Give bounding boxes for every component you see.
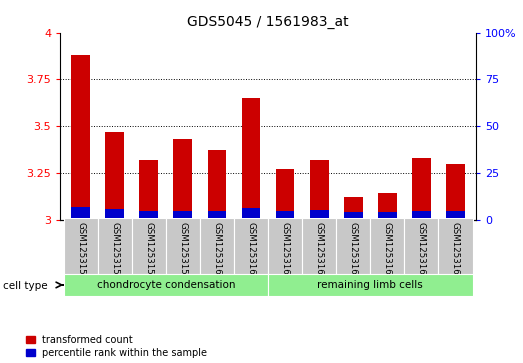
Bar	[370, 218, 404, 274]
Text: GSM1253162: GSM1253162	[280, 222, 290, 281]
Bar	[64, 218, 98, 274]
Bar	[344, 197, 362, 220]
Bar	[378, 212, 396, 220]
Text: GSM1253156: GSM1253156	[76, 222, 85, 281]
Bar	[174, 211, 192, 220]
Bar	[310, 160, 328, 220]
Bar	[105, 209, 124, 220]
Bar	[404, 218, 438, 274]
Text: GSM1253159: GSM1253159	[178, 222, 187, 281]
Bar	[242, 98, 260, 220]
Bar	[276, 211, 294, 220]
Text: GSM1253165: GSM1253165	[383, 222, 392, 281]
Text: GSM1253163: GSM1253163	[315, 222, 324, 281]
Bar	[412, 158, 431, 220]
Bar	[98, 218, 132, 274]
Bar	[71, 55, 90, 220]
Bar	[242, 208, 260, 220]
Bar	[336, 218, 370, 274]
Bar	[71, 208, 90, 220]
Text: GSM1253158: GSM1253158	[144, 222, 153, 281]
Bar	[140, 160, 158, 220]
Bar	[302, 218, 336, 274]
Bar	[446, 164, 465, 220]
Bar	[140, 211, 158, 220]
Text: GSM1253167: GSM1253167	[451, 222, 460, 281]
Bar	[234, 218, 268, 274]
Bar	[208, 211, 226, 220]
Bar	[64, 274, 268, 296]
Bar	[268, 218, 302, 274]
Text: GSM1253157: GSM1253157	[110, 222, 119, 281]
Bar	[310, 210, 328, 220]
Bar	[378, 193, 396, 220]
Text: GSM1253164: GSM1253164	[349, 222, 358, 281]
Legend: transformed count, percentile rank within the sample: transformed count, percentile rank withi…	[26, 335, 207, 358]
Title: GDS5045 / 1561983_at: GDS5045 / 1561983_at	[187, 15, 349, 29]
Bar	[268, 274, 472, 296]
Text: GSM1253161: GSM1253161	[246, 222, 256, 281]
Text: cell type: cell type	[3, 281, 47, 291]
Text: chondrocyte condensation: chondrocyte condensation	[97, 280, 235, 290]
Bar	[344, 212, 362, 220]
Text: GSM1253160: GSM1253160	[212, 222, 221, 281]
Bar	[208, 150, 226, 220]
Bar	[438, 218, 472, 274]
Bar	[412, 211, 431, 220]
Bar	[166, 218, 200, 274]
Bar	[132, 218, 166, 274]
Bar	[446, 211, 465, 220]
Bar	[105, 132, 124, 220]
Bar	[174, 139, 192, 220]
Bar	[200, 218, 234, 274]
Text: GSM1253166: GSM1253166	[417, 222, 426, 281]
Bar	[276, 169, 294, 220]
Text: remaining limb cells: remaining limb cells	[317, 280, 423, 290]
